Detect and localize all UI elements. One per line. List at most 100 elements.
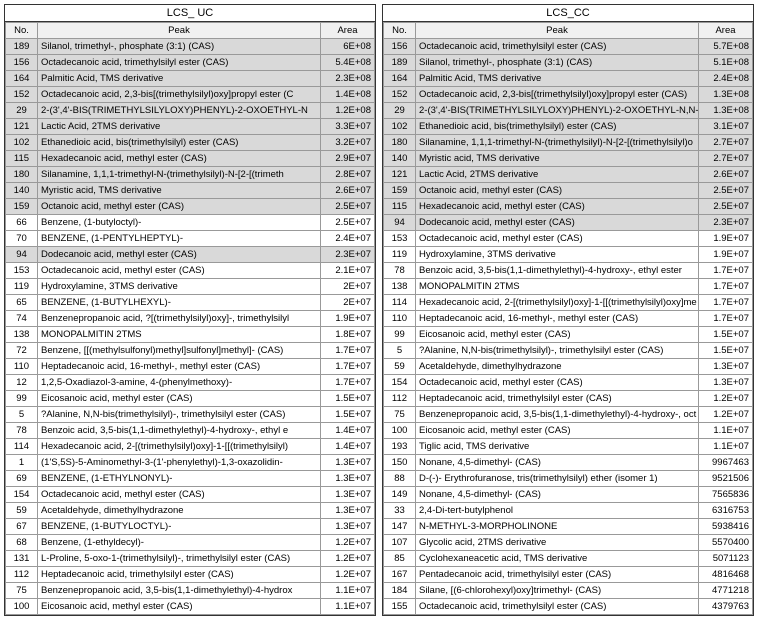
- cell-peak: Silanamine, 1,1,1-trimethyl-N-(trimethyl…: [38, 167, 321, 183]
- cell-area: 1.3E+08: [699, 103, 753, 119]
- cell-no: 114: [6, 439, 38, 455]
- cell-area: 2.9E+07: [321, 151, 375, 167]
- cell-area: 1.2E+07: [321, 535, 375, 551]
- cell-peak: Hexadecanoic acid, methyl ester (CAS): [416, 199, 699, 215]
- table-row: 100Eicosanoic acid, methyl ester (CAS)1.…: [384, 423, 753, 439]
- cell-area: 1.3E+07: [321, 503, 375, 519]
- cell-peak: Eicosanoic acid, methyl ester (CAS): [38, 391, 321, 407]
- table-row: 184Silane, [(6-chlorohexyl)oxy]trimethyl…: [384, 583, 753, 599]
- cell-peak: 2-(3',4'-BIS(TRIMETHYLSILYLOXY)PHENYL)-2…: [416, 103, 699, 119]
- table-row: 110Heptadecanoic acid, 16-methyl-, methy…: [6, 359, 375, 375]
- table-row: 94Dodecanoic acid, methyl ester (CAS)2.3…: [6, 247, 375, 263]
- table-row: 99Eicosanoic acid, methyl ester (CAS)1.5…: [6, 391, 375, 407]
- table-header-row: No. Peak Area: [6, 23, 375, 39]
- cell-peak: 2,4-Di-tert-butylphenol: [416, 503, 699, 519]
- cell-no: 138: [6, 327, 38, 343]
- cell-area: 2.4E+07: [321, 231, 375, 247]
- cell-area: 2.5E+07: [699, 199, 753, 215]
- col-peak: Peak: [416, 23, 699, 39]
- cell-area: 1.7E+07: [699, 279, 753, 295]
- table-row: 112Heptadecanoic acid, trimethylsilyl es…: [384, 391, 753, 407]
- cell-area: 7565836: [699, 487, 753, 503]
- cell-peak: Benzoic acid, 3,5-bis(1,1-dimethylethyl)…: [38, 423, 321, 439]
- cell-peak: Hexadecanoic acid, methyl ester (CAS): [38, 151, 321, 167]
- cell-peak: (1'S,5S)-5-Aminomethyl-3-(1'-phenylethyl…: [38, 455, 321, 471]
- cell-no: 65: [6, 295, 38, 311]
- cell-area: 1.4E+08: [321, 87, 375, 103]
- cell-no: 156: [384, 39, 416, 55]
- cell-area: 5938416: [699, 519, 753, 535]
- cell-area: 1.2E+08: [321, 103, 375, 119]
- cell-area: 1.1E+07: [699, 439, 753, 455]
- cell-peak: Octadecanoic acid, methyl ester (CAS): [416, 375, 699, 391]
- cell-area: 1.9E+07: [699, 247, 753, 263]
- cell-peak: Ethanedioic acid, bis(trimethylsilyl) es…: [416, 119, 699, 135]
- cell-no: 66: [6, 215, 38, 231]
- cell-no: 69: [6, 471, 38, 487]
- cell-area: 9521506: [699, 471, 753, 487]
- cell-no: 67: [6, 519, 38, 535]
- cell-peak: Heptadecanoic acid, 16-methyl-, methyl e…: [38, 359, 321, 375]
- cell-area: 3.1E+07: [699, 119, 753, 135]
- cell-area: 1.1E+07: [321, 599, 375, 615]
- cell-no: 121: [6, 119, 38, 135]
- cell-no: 112: [6, 567, 38, 583]
- table-row: 149Nonane, 4,5-dimethyl- (CAS)7565836: [384, 487, 753, 503]
- cell-peak: Silanamine, 1,1,1-trimethyl-N-(trimethyl…: [416, 135, 699, 151]
- table-row: 154Octadecanoic acid, methyl ester (CAS)…: [384, 375, 753, 391]
- cell-no: 159: [6, 199, 38, 215]
- cell-area: 6316753: [699, 503, 753, 519]
- table-row: 167Pentadecanoic acid, trimethylsilyl es…: [384, 567, 753, 583]
- cell-no: 100: [384, 423, 416, 439]
- cell-no: 193: [384, 439, 416, 455]
- cell-area: 1.3E+07: [321, 487, 375, 503]
- cell-no: 140: [6, 183, 38, 199]
- cell-area: 5071123: [699, 551, 753, 567]
- cell-no: 114: [384, 295, 416, 311]
- cell-peak: Octadecanoic acid, trimethylsilyl ester …: [416, 39, 699, 55]
- cell-no: 78: [384, 263, 416, 279]
- cell-area: 1.7E+07: [699, 295, 753, 311]
- table-row: 152Octadecanoic acid, 2,3-bis[(trimethyl…: [6, 87, 375, 103]
- cell-area: 1.3E+07: [321, 519, 375, 535]
- cell-no: 85: [384, 551, 416, 567]
- cell-peak: Octanoic acid, methyl ester (CAS): [38, 199, 321, 215]
- cell-no: 147: [384, 519, 416, 535]
- table-row: 155Octadecanoic acid, trimethylsilyl est…: [384, 599, 753, 615]
- cell-area: 1.9E+07: [321, 311, 375, 327]
- table-row: 154Octadecanoic acid, methyl ester (CAS)…: [6, 487, 375, 503]
- cell-area: 1.7E+07: [699, 263, 753, 279]
- cell-area: 1.8E+07: [321, 327, 375, 343]
- cell-area: 2.8E+07: [321, 167, 375, 183]
- cell-peak: Octadecanoic acid, trimethylsilyl ester …: [416, 599, 699, 615]
- cell-peak: Acetaldehyde, dimethylhydrazone: [416, 359, 699, 375]
- cell-area: 9967463: [699, 455, 753, 471]
- table-row: 5?Alanine, N,N-bis(trimethylsilyl)-, tri…: [384, 343, 753, 359]
- cell-peak: Benzene, (1-butyloctyl)-: [38, 215, 321, 231]
- left-panel: LCS_ UC No. Peak Area 189Silanol, trimet…: [4, 4, 376, 616]
- table-row: 140Myristic acid, TMS derivative2.7E+07: [384, 151, 753, 167]
- cell-peak: 1,2,5-Oxadiazol-3-amine, 4-(phenylmethox…: [38, 375, 321, 391]
- cell-area: 1.7E+07: [321, 375, 375, 391]
- cell-area: 2.6E+07: [321, 183, 375, 199]
- cell-no: 100: [6, 599, 38, 615]
- cell-peak: Benzenepropanoic acid, 3,5-bis(1,1-dimet…: [416, 407, 699, 423]
- table-row: 159Octanoic acid, methyl ester (CAS)2.5E…: [6, 199, 375, 215]
- cell-no: 59: [6, 503, 38, 519]
- table-row: 1(1'S,5S)-5-Aminomethyl-3-(1'-phenylethy…: [6, 455, 375, 471]
- table-row: 119Hydroxylamine, 3TMS derivative1.9E+07: [384, 247, 753, 263]
- table-row: 115Hexadecanoic acid, methyl ester (CAS)…: [6, 151, 375, 167]
- cell-peak: Nonane, 4,5-dimethyl- (CAS): [416, 487, 699, 503]
- cell-no: 59: [384, 359, 416, 375]
- cell-no: 75: [6, 583, 38, 599]
- cell-peak: Lactic Acid, 2TMS derivative: [38, 119, 321, 135]
- table-row: 138MONOPALMITIN 2TMS1.8E+07: [6, 327, 375, 343]
- cell-area: 2E+07: [321, 295, 375, 311]
- cell-peak: BENZENE, (1-BUTYLOCTYL)-: [38, 519, 321, 535]
- cell-no: 33: [384, 503, 416, 519]
- table-row: 121Lactic Acid, 2TMS derivative3.3E+07: [6, 119, 375, 135]
- cell-area: 2.3E+08: [321, 71, 375, 87]
- table-row: 189Silanol, trimethyl-, phosphate (3:1) …: [384, 55, 753, 71]
- cell-no: 115: [6, 151, 38, 167]
- cell-no: 94: [6, 247, 38, 263]
